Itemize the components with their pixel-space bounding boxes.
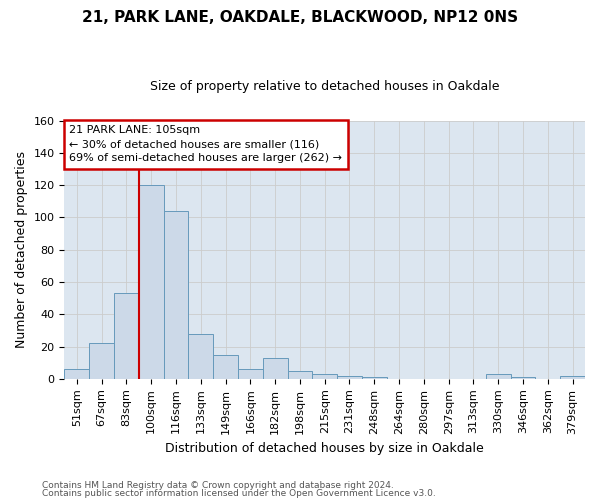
- Bar: [213, 354, 238, 379]
- Bar: [188, 334, 213, 379]
- Bar: [337, 376, 362, 379]
- Bar: [164, 211, 188, 379]
- Text: Contains public sector information licensed under the Open Government Licence v3: Contains public sector information licen…: [42, 488, 436, 498]
- Text: 21 PARK LANE: 105sqm
← 30% of detached houses are smaller (116)
69% of semi-deta: 21 PARK LANE: 105sqm ← 30% of detached h…: [70, 126, 343, 164]
- Bar: [263, 358, 287, 379]
- Bar: [64, 369, 89, 379]
- Bar: [287, 370, 313, 379]
- Text: Contains HM Land Registry data © Crown copyright and database right 2024.: Contains HM Land Registry data © Crown c…: [42, 481, 394, 490]
- Bar: [511, 377, 535, 379]
- Title: Size of property relative to detached houses in Oakdale: Size of property relative to detached ho…: [150, 80, 499, 93]
- Bar: [89, 344, 114, 379]
- Bar: [238, 369, 263, 379]
- Bar: [114, 294, 139, 379]
- Bar: [560, 376, 585, 379]
- Bar: [139, 185, 164, 379]
- Bar: [313, 374, 337, 379]
- Bar: [362, 377, 386, 379]
- Y-axis label: Number of detached properties: Number of detached properties: [15, 151, 28, 348]
- Bar: [486, 374, 511, 379]
- X-axis label: Distribution of detached houses by size in Oakdale: Distribution of detached houses by size …: [166, 442, 484, 455]
- Text: 21, PARK LANE, OAKDALE, BLACKWOOD, NP12 0NS: 21, PARK LANE, OAKDALE, BLACKWOOD, NP12 …: [82, 10, 518, 25]
